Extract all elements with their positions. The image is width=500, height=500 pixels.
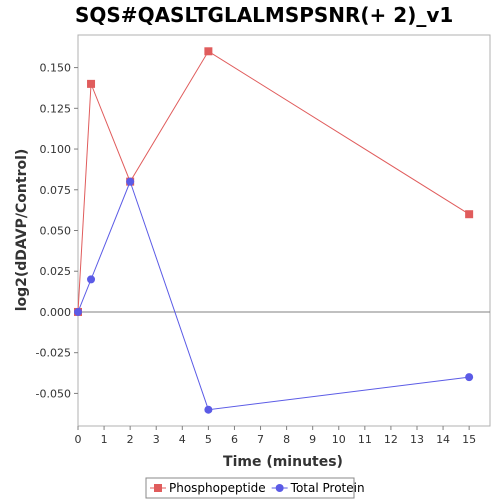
y-axis-label: log2(dDAVP/Control) — [14, 149, 30, 312]
x-tick-label: 9 — [309, 433, 316, 446]
legend-box — [145, 477, 355, 499]
x-axis-label: Time (minutes) — [223, 454, 343, 470]
y-tick-label: 0.075 — [40, 184, 72, 197]
y-tick-label: -0.050 — [36, 387, 71, 400]
x-tick-label: 6 — [231, 433, 238, 446]
data-point-total-protein — [204, 405, 213, 414]
y-tick-label: 0.150 — [40, 62, 72, 75]
y-axis: -0.050 -0.025 0.000 0.025 0.050 0.075 0.100 0.1… — [36, 62, 78, 400]
data-point-total-protein — [74, 307, 82, 316]
x-tick-label: 0 — [75, 433, 82, 446]
data-point-phosphopeptide — [87, 79, 96, 88]
data-point-total-protein — [87, 275, 96, 284]
chart-title: SQS#QASLTGLALMSPSNR(+ 2)_v1 — [75, 3, 453, 27]
legend-marker-total-protein — [275, 484, 284, 492]
data-point-phosphopeptide — [465, 210, 474, 219]
x-tick-label: 4 — [179, 433, 186, 446]
legend: Phosphopeptide Total Protein — [145, 477, 365, 499]
x-tick-label: 8 — [283, 433, 290, 446]
data-point-total-protein — [465, 373, 474, 382]
x-tick-label: 11 — [358, 433, 372, 446]
y-tick-label: 0.100 — [40, 143, 72, 156]
x-tick-label: 15 — [462, 433, 476, 446]
x-tick-label: 7 — [257, 433, 264, 446]
y-tick-label: -0.025 — [36, 347, 71, 360]
data-point-total-protein — [126, 177, 135, 186]
y-tick-label: 0.000 — [40, 306, 72, 319]
x-axis: 0 1 2 3 4 5 6 7 8 9 10 11 12 13 14 15 — [75, 426, 476, 446]
data-point-phosphopeptide — [204, 47, 213, 56]
y-tick-label: 0.050 — [40, 225, 72, 238]
x-tick-label: 13 — [410, 433, 424, 446]
x-tick-label: 1 — [101, 433, 108, 446]
x-tick-label: 2 — [127, 433, 134, 446]
legend-label-phosphopeptide: Phosphopeptide — [169, 481, 266, 495]
series-layer — [74, 47, 474, 414]
x-tick-label: 12 — [384, 433, 398, 446]
legend-marker-phosphopeptide — [154, 484, 162, 492]
x-tick-label: 10 — [332, 433, 346, 446]
y-tick-label: 0.025 — [40, 265, 72, 278]
x-tick-label: 14 — [436, 433, 450, 446]
x-tick-label: 5 — [205, 433, 212, 446]
y-tick-label: 0.125 — [40, 102, 72, 115]
x-tick-label: 3 — [153, 433, 160, 446]
plot-area — [77, 34, 491, 427]
legend-label-total-protein: Total Protein — [290, 481, 365, 495]
